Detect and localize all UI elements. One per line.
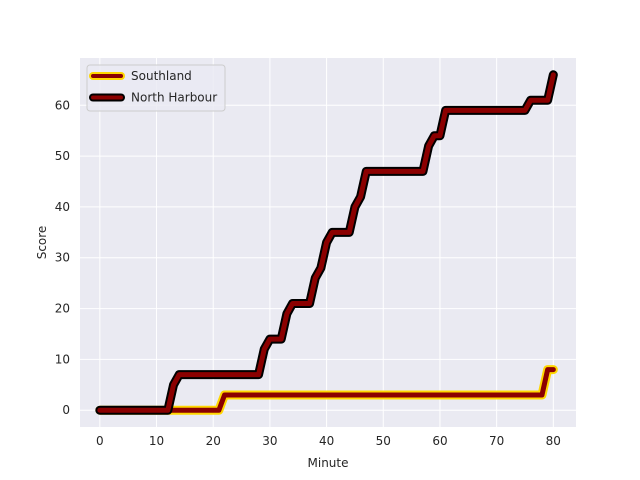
x-tick-label: 50 [376,434,391,448]
x-tick-label: 10 [149,434,164,448]
x-tick-label: 20 [206,434,221,448]
y-tick-label: 0 [62,403,70,417]
y-tick-label: 60 [55,98,70,112]
x-tick-label: 70 [489,434,504,448]
x-tick-label: 40 [319,434,334,448]
grid [80,58,576,427]
legend: Southland North Harbour [86,64,226,112]
x-tick-label: 60 [432,434,447,448]
x-tick-label: 0 [96,434,104,448]
legend-label-southland: Southland [131,69,192,83]
x-tick-label: 30 [262,434,277,448]
y-axis-label: Score [35,226,49,260]
series-layer [95,70,558,415]
x-axis-label: Minute [308,456,349,470]
y-tick-label: 10 [55,352,70,366]
y-tick-label: 20 [55,302,70,316]
tick-labels: 0 10 20 30 40 50 60 70 80 0 10 20 30 40 50 60 [55,98,561,448]
y-tick-label: 40 [55,200,70,214]
y-tick-label: 50 [55,149,70,163]
north-harbour-line [97,72,556,413]
legend-label-north-harbour: North Harbour [131,91,217,105]
x-tick-label: 80 [546,434,561,448]
y-tick-label: 30 [55,251,70,265]
